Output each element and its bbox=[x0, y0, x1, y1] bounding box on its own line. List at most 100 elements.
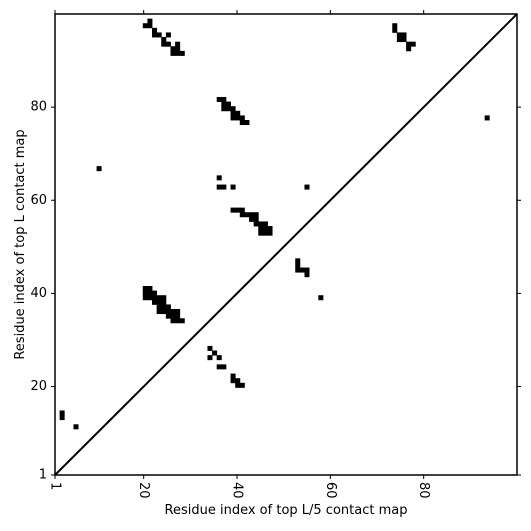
contact-cell-top-l5 bbox=[230, 184, 236, 190]
contact-cell-top-l5 bbox=[147, 23, 153, 29]
contact-cell-top-l5 bbox=[152, 32, 158, 38]
x-tick-label: 1 bbox=[48, 482, 63, 490]
contact-cell-top-l5 bbox=[225, 101, 231, 107]
contact-cell-top-l bbox=[170, 313, 176, 319]
contact-cell-top-l5 bbox=[253, 221, 259, 227]
contact-cell-top-l5 bbox=[235, 110, 241, 116]
contact-cell-top-l5 bbox=[221, 96, 227, 102]
contact-cell-top-l5 bbox=[221, 184, 227, 190]
contact-cell-top-l5 bbox=[230, 110, 236, 116]
contact-cell-top-l bbox=[295, 258, 301, 264]
contact-cell-top-l5 bbox=[216, 184, 222, 190]
contact-cell-top-l bbox=[175, 309, 181, 315]
contact-cell-top-l5 bbox=[262, 230, 268, 236]
contact-cell-top-l bbox=[175, 318, 181, 324]
contact-cell-top-l bbox=[165, 313, 171, 319]
contact-cell-top-l bbox=[73, 424, 79, 430]
contact-cell-top-l bbox=[179, 318, 185, 324]
contact-cell-top-l5 bbox=[258, 221, 264, 227]
contact-cell-top-l bbox=[235, 382, 241, 388]
contact-cell-top-l5 bbox=[230, 115, 236, 121]
y-tick-label: 60 bbox=[30, 193, 47, 208]
contact-cell-top-l5 bbox=[253, 212, 259, 218]
x-tick-label: 40 bbox=[230, 482, 245, 499]
contact-cell-top-l5 bbox=[239, 212, 245, 218]
contact-cell-top-l bbox=[59, 410, 65, 416]
contact-cell-top-l5 bbox=[396, 37, 402, 43]
contact-cell-top-l bbox=[142, 295, 148, 301]
contact-cell-top-l bbox=[161, 295, 167, 301]
contact-cell-top-l5 bbox=[392, 27, 398, 33]
contact-cell-top-l5 bbox=[156, 32, 162, 38]
x-axis-label: Residue index of top L/5 contact map bbox=[165, 503, 408, 518]
contact-cell-top-l bbox=[235, 378, 241, 384]
contact-cell-top-l5 bbox=[225, 106, 231, 112]
contact-cell-top-l bbox=[156, 299, 162, 305]
contact-cell-top-l5 bbox=[304, 184, 310, 190]
contact-cell-top-l bbox=[152, 295, 158, 301]
contact-cell-top-l5 bbox=[216, 175, 222, 181]
contact-cell-top-l5 bbox=[262, 226, 268, 232]
contact-cell-top-l bbox=[161, 309, 167, 315]
contact-cell-top-l5 bbox=[401, 32, 407, 38]
contact-cell-top-l5 bbox=[258, 230, 264, 236]
contact-cell-top-l5 bbox=[267, 226, 273, 232]
contact-cell-top-l5 bbox=[175, 41, 181, 47]
contact-cell-top-l5 bbox=[170, 50, 176, 56]
contact-cell-top-l bbox=[304, 267, 310, 273]
contact-cell-top-l bbox=[239, 382, 245, 388]
contact-cell-top-l5 bbox=[165, 32, 171, 38]
contact-cell-top-l bbox=[142, 290, 148, 296]
contact-cell-top-l bbox=[59, 415, 65, 421]
contact-cell-top-l5 bbox=[96, 166, 102, 172]
contact-cell-top-l bbox=[161, 304, 167, 310]
contact-cell-top-l5 bbox=[249, 212, 255, 218]
contact-cell-top-l5 bbox=[230, 106, 236, 112]
contact-cell-top-l bbox=[156, 309, 162, 315]
contact-cell-top-l5 bbox=[262, 221, 268, 227]
contact-cell-top-l5 bbox=[161, 37, 167, 43]
x-tick-label: 80 bbox=[416, 482, 431, 499]
contact-cell-top-l5 bbox=[244, 212, 250, 218]
contact-cell-top-l bbox=[152, 299, 158, 305]
contact-cell-top-l bbox=[147, 290, 153, 296]
contact-cell-top-l bbox=[175, 313, 181, 319]
x-tick-label: 60 bbox=[323, 482, 338, 499]
contact-cell-top-l5 bbox=[230, 207, 236, 213]
contact-cell-top-l5 bbox=[175, 46, 181, 52]
contact-cell-top-l5 bbox=[216, 96, 222, 102]
contact-cell-top-l bbox=[216, 364, 222, 370]
contact-cell-top-l bbox=[142, 285, 148, 291]
contact-cell-top-l5 bbox=[142, 23, 148, 29]
contact-cell-top-l5 bbox=[392, 23, 398, 29]
contact-cell-top-l bbox=[295, 262, 301, 268]
contact-cell-top-l5 bbox=[406, 46, 412, 52]
contact-cell-top-l5 bbox=[239, 115, 245, 121]
contact-cell-top-l5 bbox=[239, 207, 245, 213]
plot-frame bbox=[54, 13, 518, 476]
contact-cell-top-l5 bbox=[170, 46, 176, 52]
contact-cell-top-l5 bbox=[484, 115, 490, 121]
x-tick-label: 20 bbox=[136, 482, 151, 499]
contact-cell-top-l bbox=[170, 318, 176, 324]
contact-cell-top-l bbox=[212, 350, 218, 356]
contact-cell-top-l bbox=[230, 378, 236, 384]
contact-cell-top-l bbox=[165, 304, 171, 310]
y-axis-label: Residue index of top L contact map bbox=[13, 129, 28, 359]
contact-cell-top-l bbox=[165, 309, 171, 315]
contact-cell-top-l bbox=[156, 295, 162, 301]
contact-cell-top-l bbox=[318, 295, 324, 301]
y-tick-label: 20 bbox=[30, 379, 47, 394]
contact-cell-top-l5 bbox=[258, 226, 264, 232]
contact-cells bbox=[59, 18, 490, 430]
contact-cell-top-l bbox=[152, 290, 158, 296]
contact-cell-top-l bbox=[304, 272, 310, 278]
contact-cell-top-l5 bbox=[175, 50, 181, 56]
contact-cell-top-l bbox=[221, 364, 227, 370]
contact-cell-top-l5 bbox=[152, 27, 158, 33]
contact-cell-top-l5 bbox=[253, 216, 259, 222]
contact-cell-top-l5 bbox=[221, 101, 227, 107]
contact-cell-top-l5 bbox=[165, 41, 171, 47]
y-tick-label: 80 bbox=[30, 100, 47, 115]
